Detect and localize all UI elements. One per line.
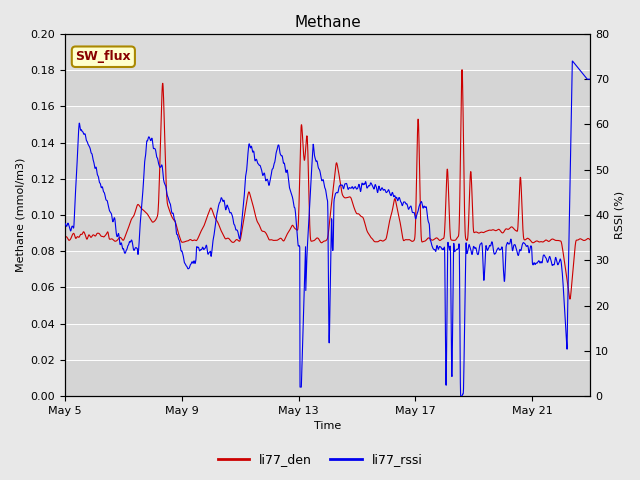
- Title: Methane: Methane: [294, 15, 361, 30]
- Bar: [65, 215, 591, 251]
- Y-axis label: Methane (mmol/m3): Methane (mmol/m3): [15, 158, 25, 272]
- Bar: [65, 288, 591, 324]
- Y-axis label: RSSI (%): RSSI (%): [615, 191, 625, 239]
- Legend: li77_den, li77_rssi: li77_den, li77_rssi: [212, 448, 428, 471]
- Bar: [65, 360, 591, 396]
- Bar: [65, 143, 591, 179]
- Text: SW_flux: SW_flux: [76, 50, 131, 63]
- X-axis label: Time: Time: [314, 421, 341, 432]
- Bar: [65, 70, 591, 107]
